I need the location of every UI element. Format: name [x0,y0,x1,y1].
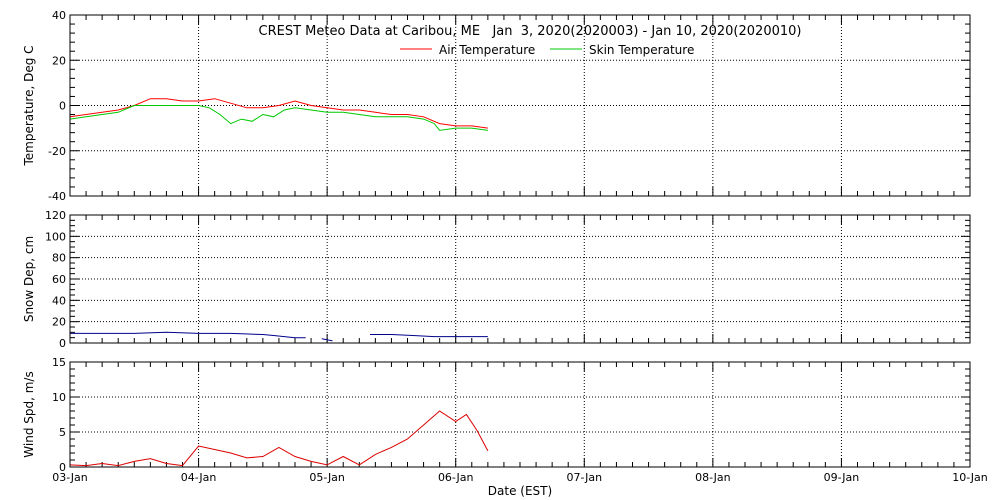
y-tick-label: -20 [48,145,66,158]
y-axis-label: Wind Spd, m/s [22,371,36,457]
x-tick-label: 06-Jan [438,471,474,484]
y-tick-label: 0 [59,100,66,113]
x-tick-label: 05-Jan [309,471,345,484]
plot-frame [69,214,971,344]
y-axis-label: Temperature, Deg C [22,45,36,166]
y-axis-label: Snow Dep, cm [22,236,36,322]
legend-skin-temperature-label: Skin Temperature [589,43,694,57]
y-tick-label: 40 [52,294,66,307]
y-tick-label: -40 [48,190,66,203]
snow-depth-panel: 0 20 40 60 80 100 120 Snow Dep, cm [22,209,971,350]
wind-speed-panel: Date (EST) 0 5 10 15 03-Jan 04-Jan 05-Jan 06-Ja… [22,356,988,498]
y-tick-label: 0 [59,461,66,474]
chart-title: CREST Meteo Data at Caribou, ME Jan 3, 2… [259,24,802,39]
x-tick-label: 03-Jan [52,471,88,484]
series-line-3-1 [69,410,489,467]
y-tick-label: 120 [45,209,66,222]
plot-frame [69,14,971,197]
y-tick-label: 5 [59,426,66,439]
y-tick-label: 60 [52,273,66,286]
plot-frame [69,361,971,468]
y-tick-label: 100 [45,230,66,243]
x-axis-label: Date (EST) [488,484,552,498]
y-tick-label: 20 [52,54,66,67]
legend: Air Temperature Skin Temperature [400,43,694,57]
y-tick-label: 10 [52,391,66,404]
temperature-panel: CREST Meteo Data at Caribou, ME Jan 3, 2… [22,9,971,203]
x-tick-label: 09-Jan [824,471,860,484]
series-line-1-2 [69,105,488,131]
y-tick-label: 80 [52,252,66,265]
series-line-1-1 [69,98,488,129]
legend-air-temperature-label: Air Temperature [439,43,535,57]
x-tick-label: 08-Jan [695,471,731,484]
x-tick-label: 07-Jan [567,471,603,484]
series-line-2-1 [70,331,488,342]
y-tick-label: 15 [52,356,66,369]
y-tick-label: 0 [59,337,66,350]
x-tick-label: 10-Jan [952,471,988,484]
y-tick-label: 20 [52,316,66,329]
y-tick-label: 40 [52,9,66,22]
x-tick-label: 04-Jan [181,471,217,484]
